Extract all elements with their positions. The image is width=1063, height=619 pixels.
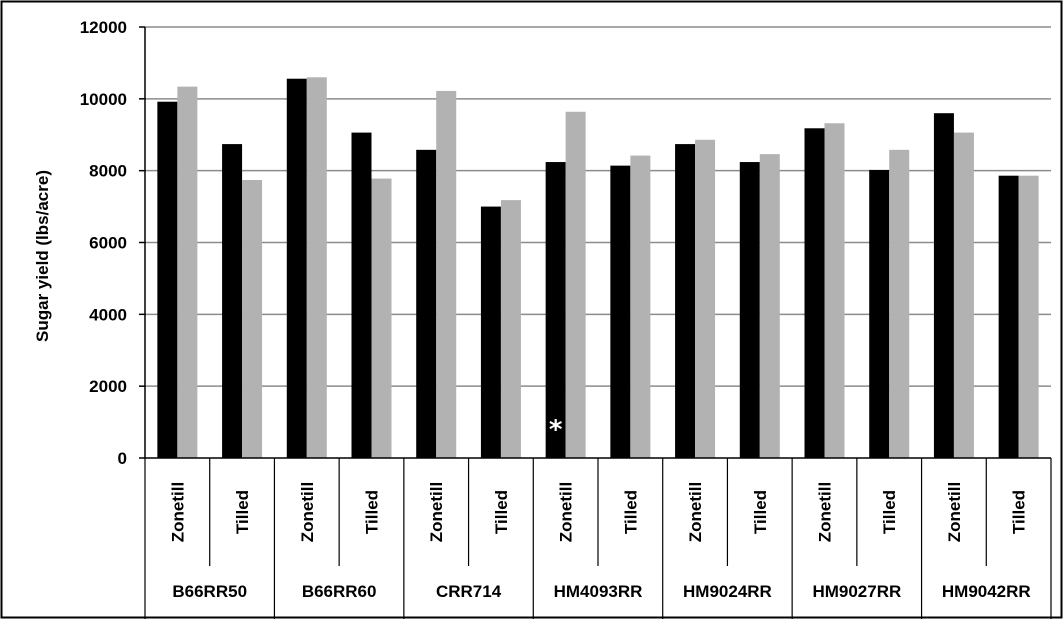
bar-series-2 (306, 77, 327, 459)
category-label: Zonetill (168, 482, 187, 542)
y-tick-labels: 0 2000 4000 6000 8000 10000 12000 (80, 18, 127, 468)
y-tick-label: 0 (118, 449, 127, 468)
bar-series-1 (933, 113, 954, 458)
category-label: Zonetill (557, 482, 576, 542)
bar-series-2 (242, 180, 263, 458)
group-label: HM9042RR (942, 582, 1031, 601)
category-label: Tilled (1010, 490, 1029, 534)
group-label: B66RR50 (172, 582, 247, 601)
bar-series-1 (739, 162, 760, 458)
bar-series-1 (416, 149, 437, 458)
category-label: Zonetill (427, 482, 446, 542)
axes (139, 26, 1052, 619)
bar-series-2 (630, 155, 651, 458)
bar-series-2 (889, 149, 910, 458)
bar-series-1 (610, 165, 631, 458)
y-tick-label: 12000 (80, 18, 127, 37)
category-label: Zonetill (945, 482, 964, 542)
bar-series-1 (480, 206, 501, 458)
y-tick-label: 8000 (89, 162, 127, 181)
category-label: Tilled (621, 490, 640, 534)
bar-series-1 (351, 132, 372, 458)
y-axis-title: Sugar yield (lbs/acre) (33, 170, 52, 342)
bar-series-2 (1018, 175, 1039, 458)
bar-series-2 (953, 132, 974, 458)
bar-series-1 (675, 144, 696, 459)
bar-series-1 (222, 144, 243, 459)
group-label: HM9027RR (812, 582, 901, 601)
category-label: Zonetill (686, 482, 705, 542)
group-label: CRR714 (436, 582, 502, 601)
y-tick-label: 2000 (89, 377, 127, 396)
bar-series-2 (565, 111, 586, 458)
category-label: Tilled (751, 490, 770, 534)
annotations: * (549, 415, 563, 445)
bar-series-1 (869, 169, 890, 458)
category-label: Tilled (363, 490, 382, 534)
category-label: Tilled (492, 490, 511, 534)
category-label: Zonetill (816, 482, 835, 542)
y-tick-label: 6000 (89, 234, 127, 253)
bar-series-2 (500, 200, 521, 458)
bars (157, 77, 1039, 459)
significance-asterisk: * (549, 415, 563, 445)
bar-series-2 (371, 178, 392, 458)
group-label: HM9024RR (683, 582, 772, 601)
bar-series-2 (695, 139, 716, 459)
y-tick-label: 4000 (89, 305, 127, 324)
bar-series-2 (824, 123, 845, 459)
bar-series-2 (759, 154, 780, 458)
y-tick-label: 10000 (80, 90, 127, 109)
bar-series-1 (286, 78, 307, 458)
bar-series-1 (157, 101, 178, 458)
category-label: Zonetill (298, 482, 317, 542)
category-label: Tilled (233, 490, 252, 534)
category-label: Tilled (880, 490, 899, 534)
category-labels: Zonetill Tilled Zonetill Tilled Zonetill Till… (168, 482, 1030, 601)
bar-series-2 (436, 90, 457, 458)
group-label: HM4093RR (554, 582, 643, 601)
bar-series-1 (998, 175, 1019, 458)
bar-series-1 (804, 128, 825, 458)
group-label: B66RR60 (302, 582, 377, 601)
bar-series-1 (545, 162, 566, 458)
bar-series-2 (177, 86, 198, 458)
